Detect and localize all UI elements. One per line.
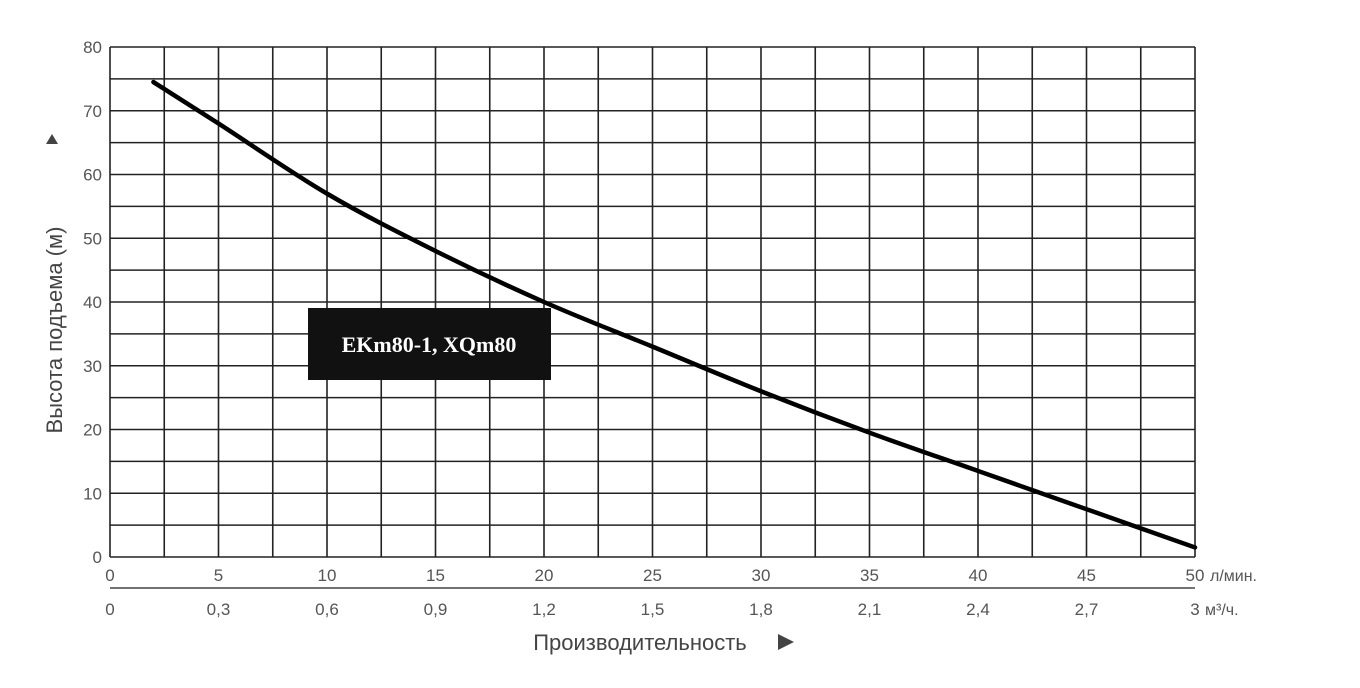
y-tick-label: 70 <box>83 102 102 121</box>
y-tick-labels: 0 10 20 30 40 50 60 70 80 <box>83 38 102 567</box>
x-tick-label-primary: 10 <box>318 566 337 585</box>
legend-box: EKm80-1, XQm80 <box>308 308 551 380</box>
x-tick-label-secondary: 2,1 <box>858 600 882 619</box>
y-axis-arrow-icon <box>46 134 58 144</box>
y-tick-label: 20 <box>83 421 102 440</box>
x-tick-label-primary: 20 <box>535 566 554 585</box>
y-tick-label: 0 <box>93 548 102 567</box>
x-tick-label-primary: 45 <box>1077 566 1096 585</box>
grid <box>109 46 1196 589</box>
x-tick-label-primary: 15 <box>426 566 445 585</box>
x-tick-label-primary: 40 <box>969 566 988 585</box>
x-tick-label-secondary: 0 <box>105 600 114 619</box>
x-tick-label-secondary: 3 <box>1190 600 1199 619</box>
y-tick-label: 60 <box>83 166 102 185</box>
y-tick-label: 80 <box>83 38 102 57</box>
x-tick-label-secondary: 0,3 <box>207 600 231 619</box>
curve-layer <box>151 79 1198 550</box>
y-axis-title: Высота подъема (м) <box>42 227 67 434</box>
y-tick-label: 50 <box>83 229 102 248</box>
x-tick-label-primary: 50 <box>1186 566 1205 585</box>
x-tick-label-secondary: 1,8 <box>749 600 773 619</box>
x-tick-labels-secondary: 0 0,3 0,6 0,9 1,2 1,5 1,8 2,1 2,4 2,7 3 <box>105 600 1199 619</box>
x-secondary-unit: м³/ч. <box>1205 602 1239 619</box>
x-tick-label-secondary: 2,7 <box>1075 600 1099 619</box>
legend-label: EKm80-1, XQm80 <box>342 332 517 357</box>
x-tick-label-primary: 25 <box>643 566 662 585</box>
x-tick-label-primary: 5 <box>214 566 223 585</box>
x-tick-label-secondary: 2,4 <box>966 600 990 619</box>
series-line <box>151 79 1198 550</box>
x-tick-label-secondary: 0,6 <box>315 600 339 619</box>
x-primary-unit: л/мин. <box>1210 568 1257 585</box>
x-tick-label-primary: 0 <box>105 566 114 585</box>
x-axis-arrow-icon <box>778 634 794 650</box>
x-tick-label-primary: 35 <box>860 566 879 585</box>
x-tick-label-secondary: 0,9 <box>424 600 448 619</box>
x-tick-label-primary: 30 <box>752 566 771 585</box>
x-axis-title: Производительность <box>533 630 747 655</box>
x-tick-label-secondary: 1,5 <box>641 600 665 619</box>
y-tick-label: 40 <box>83 293 102 312</box>
y-tick-label: 30 <box>83 357 102 376</box>
x-tick-labels-primary: 0 5 10 15 20 25 30 35 40 45 50 <box>105 566 1204 585</box>
legend-background <box>308 308 551 380</box>
x-tick-label-secondary: 1,2 <box>532 600 556 619</box>
y-tick-label: 10 <box>83 484 102 503</box>
